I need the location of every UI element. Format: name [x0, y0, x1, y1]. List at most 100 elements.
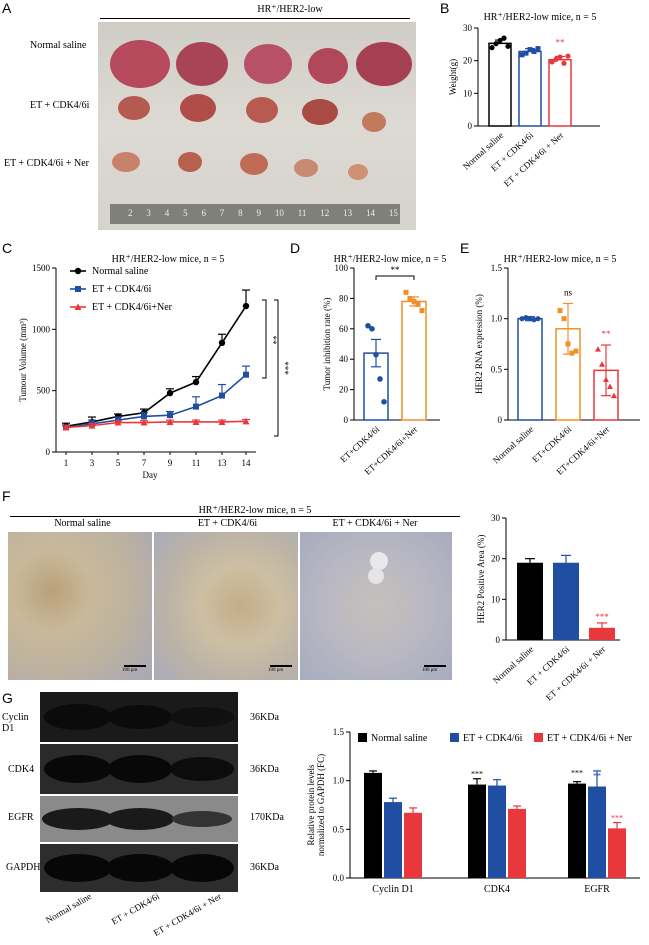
- chart-c-series-line: [65, 374, 247, 429]
- chart-g-bar: [468, 784, 486, 878]
- chart-g-y-label: normalized to GAPDH (FC): [316, 754, 326, 856]
- chart-g-sig: ***: [471, 770, 483, 779]
- blot-band: [170, 707, 234, 727]
- chart-c-point: [218, 418, 226, 425]
- chart-c-sig: **: [268, 336, 278, 346]
- chart-g-legend-label: ET + CDK4/6i + Ner: [547, 733, 633, 744]
- blot-band: [108, 705, 172, 729]
- chart-g-legend-swatch: [450, 733, 459, 742]
- tumour-photo-svg: [110, 40, 412, 224]
- chart-g-bar: [488, 785, 506, 878]
- ruler-number: 10: [274, 208, 284, 218]
- tumour: [308, 48, 348, 84]
- ruler-number: 4: [164, 208, 170, 218]
- chart-c-point: [62, 423, 70, 431]
- chart-d-bar: [401, 300, 427, 421]
- blot-kda-cdk4: 36KDa: [250, 764, 279, 775]
- chart-b-point: [497, 37, 503, 44]
- tumour: [356, 42, 412, 86]
- chart-c-point: [243, 371, 249, 378]
- chart-e-point: [607, 383, 613, 390]
- chart-c-x-tick-label: 5: [116, 458, 121, 468]
- chart-c-legend-marker: [75, 286, 81, 292]
- tumour: [362, 112, 386, 132]
- ihc-image-normal: [8, 532, 152, 680]
- ruler-number: 6: [201, 208, 206, 218]
- chart-b-point: [505, 43, 511, 49]
- chart-g-x-label: Cyclin D1: [372, 884, 413, 895]
- blot-band: [108, 755, 172, 783]
- chart-e-y-tick-label: 0.5: [491, 364, 503, 374]
- blot-band: [106, 808, 174, 830]
- scale-label-3: 100 μm: [422, 668, 438, 673]
- tumour: [302, 99, 338, 125]
- chart-f-sig: ***: [595, 612, 609, 622]
- chart-c-x-tick-label: 14: [242, 458, 252, 468]
- chart-g-y-label: Relative protein levels: [306, 764, 316, 845]
- chart-c-sig: ***: [280, 361, 290, 375]
- row-label-et-cdk: ET + CDK4/6i: [30, 100, 90, 111]
- scale-bar-2: [270, 665, 292, 667]
- chart-d-point: [377, 376, 383, 382]
- ruler-number: 2: [128, 208, 133, 218]
- chart-c-point: [242, 302, 250, 310]
- chart-b-y-label: Weight(g): [448, 59, 458, 95]
- chart-c-bracket: [274, 299, 279, 437]
- chart-d-point: [411, 298, 417, 304]
- chart-e-point: [557, 308, 563, 314]
- tumour: [118, 96, 150, 120]
- chart-c-series-line: [65, 305, 247, 428]
- chart-b-point: [561, 60, 567, 66]
- ruler: [110, 204, 400, 224]
- tumour: [246, 97, 278, 123]
- chart-b-point: [489, 45, 495, 51]
- chart-d-point: [403, 289, 409, 295]
- chart-c-legend-marker: [74, 303, 82, 310]
- ihc-label-normal: Normal saline: [54, 518, 111, 529]
- chart-d-y-tick-label: 80: [339, 293, 349, 303]
- chart-f-y-label: HER2 Positive Area (%): [476, 535, 486, 624]
- blot-kda-cyclin: 36KDa: [250, 712, 279, 723]
- chart-e-point: [527, 316, 533, 322]
- chart-d-point: [365, 322, 371, 329]
- chart-b-y-tick-label: 0: [468, 121, 473, 131]
- chart-d-point: [407, 295, 413, 301]
- chart-e-point: [519, 316, 525, 322]
- chart-c-point: [141, 413, 147, 420]
- chart-c-point: [140, 419, 148, 426]
- chart-g-x-label: EGFR: [584, 884, 610, 895]
- ruler-number: 11: [297, 208, 307, 218]
- tumour: [240, 153, 268, 175]
- chart-c-point: [166, 389, 174, 397]
- tumour: [112, 152, 140, 172]
- blot-label-cyclin: Cyclin D1: [2, 712, 29, 734]
- chart-c-point: [242, 417, 250, 425]
- tumour: [110, 40, 170, 88]
- chart-d-point: [373, 351, 379, 358]
- chart-d-bracket: [375, 275, 415, 280]
- tumour: [348, 164, 368, 180]
- chart-b-point: [501, 35, 507, 41]
- ruler-numbers: 2 3 4 5 6 7 8 9 10 11 12 13 14 15: [128, 208, 398, 218]
- panel-a-header-line: [100, 18, 410, 19]
- chart-c-point: [192, 418, 200, 425]
- chart-b-point: [531, 49, 537, 55]
- chart-e-bar: [555, 328, 581, 421]
- chart-d-title: HR⁺/HER2-low mice, n = 5: [334, 254, 447, 265]
- chart-c-point: [193, 403, 199, 410]
- chart-b-point: [565, 53, 571, 59]
- chart-e-point: [523, 315, 529, 321]
- chart-c-point: [218, 339, 226, 347]
- chart-f-bar: [553, 562, 579, 640]
- chart-e-y-label: HER2 RNA expression (%): [474, 294, 484, 394]
- chart-g-bar: [568, 783, 586, 878]
- ihc-header: HR⁺/HER2-low mice, n = 5: [198, 505, 312, 516]
- blot-band: [106, 854, 174, 882]
- blot-lane-label: ET + CDK4/6i: [110, 891, 162, 927]
- chart-f-bar: [589, 627, 615, 640]
- blot-band: [170, 854, 234, 882]
- chart-e-point: [569, 350, 575, 356]
- ihc-image-et-cdk-ner: [300, 532, 452, 680]
- chart-c-legend-marker: [74, 267, 82, 275]
